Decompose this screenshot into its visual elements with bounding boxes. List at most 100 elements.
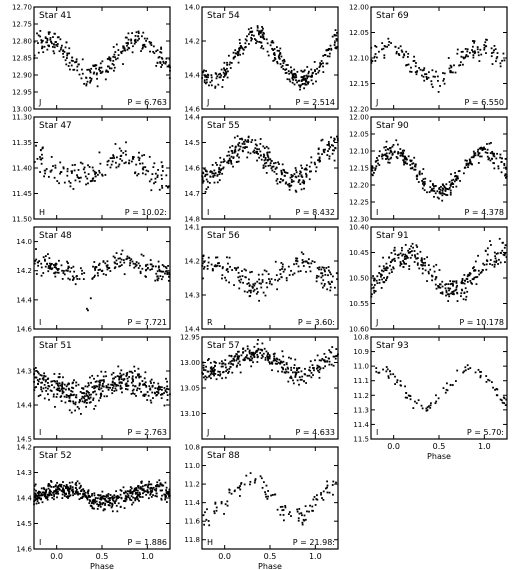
data-point (119, 158, 122, 160)
data-point (385, 366, 388, 368)
data-point (484, 151, 487, 154)
data-point (109, 166, 112, 169)
data-point (258, 282, 261, 285)
data-point (242, 351, 244, 354)
data-point (80, 484, 82, 487)
data-point (274, 58, 277, 60)
data-point (74, 401, 77, 404)
data-point (448, 289, 450, 292)
data-point (83, 272, 86, 274)
data-point (318, 368, 321, 371)
data-point (503, 59, 506, 62)
data-point (68, 492, 70, 495)
data-point (409, 256, 412, 259)
data-point (238, 287, 241, 290)
data-point (205, 74, 207, 77)
data-point (313, 161, 316, 164)
data-point (218, 370, 221, 373)
data-point (143, 382, 146, 385)
data-point (145, 169, 148, 172)
data-point (320, 276, 323, 279)
data-point (124, 49, 127, 52)
data-point (72, 394, 74, 397)
data-point (71, 279, 74, 281)
data-point (218, 362, 221, 365)
data-point (303, 168, 306, 171)
data-point (104, 499, 107, 502)
data-points (370, 37, 506, 93)
data-point (464, 166, 467, 169)
data-point (296, 368, 299, 371)
data-point (139, 272, 142, 275)
data-point (404, 385, 406, 388)
data-point (216, 174, 219, 177)
y-tick-label: 10.9 (353, 348, 369, 356)
data-point (139, 264, 141, 267)
data-point (92, 177, 95, 180)
data-point (161, 264, 164, 266)
data-point (444, 189, 447, 192)
star-name: Star 88 (207, 451, 240, 461)
data-point (122, 63, 124, 65)
data-point (77, 493, 79, 496)
data-point (265, 350, 268, 353)
data-point (279, 47, 282, 50)
data-point (81, 387, 83, 390)
data-point (327, 357, 330, 360)
data-point (111, 502, 114, 505)
data-point (223, 69, 226, 71)
data-point (464, 55, 467, 58)
data-point (281, 265, 284, 268)
data-point (492, 153, 495, 155)
data-point (469, 51, 471, 54)
data-point (149, 263, 152, 266)
data-point (310, 79, 313, 82)
data-point (75, 490, 77, 493)
data-point (298, 79, 301, 82)
data-point (244, 147, 246, 149)
data-point (210, 84, 213, 87)
data-point (292, 74, 295, 77)
data-point (399, 154, 402, 157)
data-point (304, 260, 307, 263)
data-point (126, 255, 129, 258)
data-point (275, 166, 278, 169)
data-point (217, 73, 220, 76)
data-point (493, 251, 496, 254)
data-point (202, 361, 205, 364)
data-point (455, 174, 457, 177)
data-point (392, 258, 395, 261)
data-point (447, 283, 450, 286)
data-point (426, 280, 428, 282)
data-point (217, 170, 220, 173)
data-point (250, 351, 253, 354)
data-point (121, 159, 123, 162)
data-point (110, 506, 113, 509)
data-point (33, 381, 35, 383)
data-point (234, 150, 237, 153)
data-point (486, 143, 488, 145)
data-point (127, 38, 130, 41)
data-point (483, 263, 486, 266)
data-point (41, 147, 44, 150)
data-point (144, 173, 147, 176)
data-point (483, 48, 486, 51)
data-point (212, 269, 214, 272)
data-point (92, 502, 95, 505)
data-point (440, 192, 442, 195)
data-point (109, 497, 111, 499)
data-point (157, 389, 160, 391)
data-point (249, 358, 251, 361)
data-point (382, 47, 385, 50)
data-point (303, 69, 306, 72)
data-point (98, 386, 101, 388)
data-point (449, 280, 452, 282)
data-point (244, 358, 246, 361)
data-point (241, 275, 244, 277)
data-point (438, 197, 440, 200)
data-point (258, 31, 261, 33)
data-point (88, 502, 91, 504)
data-point (410, 66, 412, 69)
y-tick-label: 12.20 (349, 106, 369, 114)
